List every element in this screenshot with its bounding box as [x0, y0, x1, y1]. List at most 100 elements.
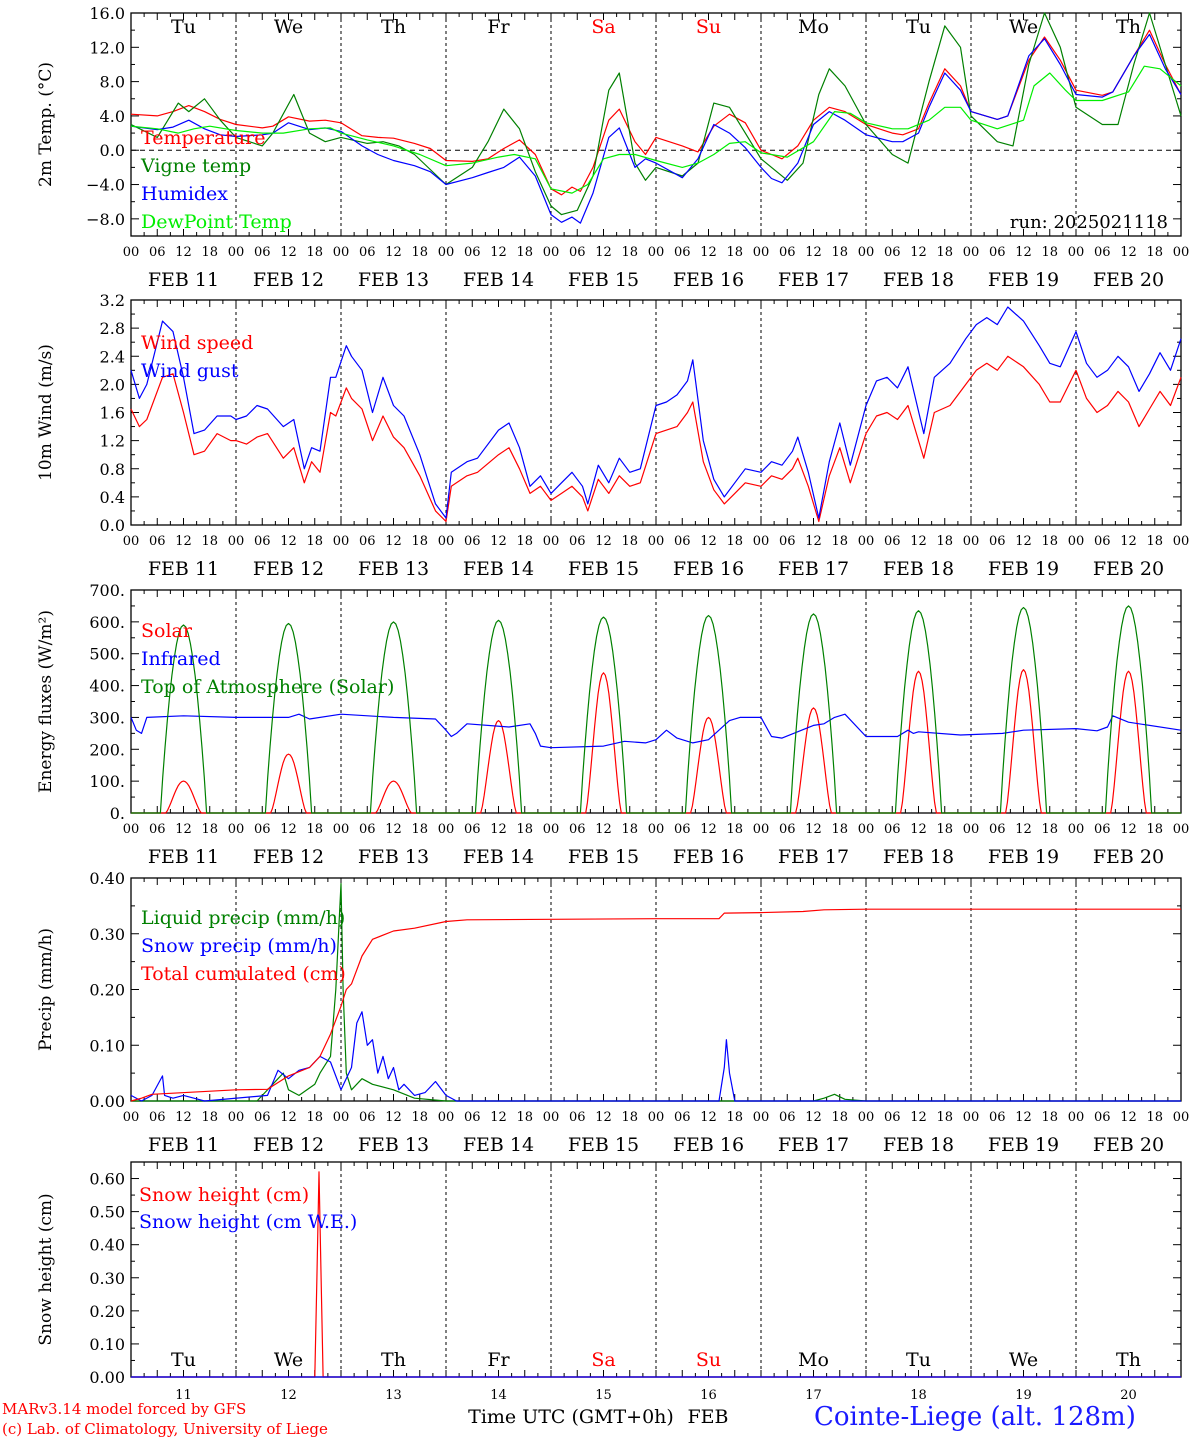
- hour-tick-label: 18: [411, 245, 428, 260]
- hour-tick-label: 18: [1146, 534, 1163, 549]
- date-label: FEB 11: [148, 558, 219, 580]
- y-tick-label: 0.8: [100, 460, 125, 479]
- hour-tick-label: 18: [726, 534, 743, 549]
- hour-tick-label: 18: [306, 1110, 323, 1125]
- hour-tick-label: 00: [1173, 822, 1190, 837]
- legend-entry: Solar: [141, 620, 193, 642]
- hour-tick-label: 12: [385, 245, 402, 260]
- date-label: FEB 11: [148, 1134, 219, 1156]
- hour-tick-label: 00: [333, 1110, 350, 1125]
- hour-tick-label: 18: [621, 245, 638, 260]
- hour-tick-label: 00: [963, 534, 980, 549]
- hour-tick-label: 06: [674, 822, 691, 837]
- hour-tick-label: 06: [569, 534, 586, 549]
- y-tick-label: 0.00: [89, 1368, 125, 1387]
- date-label: FEB 18: [883, 846, 954, 868]
- hour-tick-label: 00: [543, 822, 560, 837]
- y-tick-label: 0.0: [100, 516, 125, 535]
- y-tick-label: 600.: [89, 613, 125, 632]
- hour-tick-label: 18: [831, 534, 848, 549]
- hour-tick-label: 12: [175, 1110, 192, 1125]
- weekday-label: Su: [696, 16, 721, 38]
- date-label: FEB 20: [1093, 846, 1164, 868]
- hour-tick-label: 18: [1146, 245, 1163, 260]
- date-label: FEB 17: [778, 846, 849, 868]
- hour-tick-label: 06: [884, 822, 901, 837]
- y-tick-label: 300.: [89, 708, 125, 727]
- hour-tick-label: 12: [490, 534, 507, 549]
- hour-tick-label: 18: [726, 245, 743, 260]
- weekday-label: Fr: [487, 1349, 510, 1371]
- hour-tick-label: 06: [569, 822, 586, 837]
- run-label: run: 2025021118: [1010, 212, 1168, 233]
- hour-tick-label: 18: [726, 822, 743, 837]
- legend-entry: Liquid precip (mm/h): [141, 907, 345, 929]
- series-line: [130, 713, 1182, 749]
- hour-tick-label: 18: [516, 822, 533, 837]
- hour-tick-label: 00: [1173, 534, 1190, 549]
- hour-tick-label: 06: [149, 534, 166, 549]
- date-label: FEB 12: [253, 558, 324, 580]
- date-label: FEB 13: [358, 846, 429, 868]
- date-label: FEB 17: [778, 1134, 849, 1156]
- hour-tick-label: 00: [333, 245, 350, 260]
- hour-tick-label: 18: [306, 245, 323, 260]
- y-axis-label: Energy fluxes (W/m²): [36, 610, 56, 793]
- hour-tick-label: 12: [910, 1110, 927, 1125]
- hour-tick-label: 12: [805, 534, 822, 549]
- y-tick-label: 0.40: [89, 1236, 125, 1255]
- date-label: FEB 14: [463, 846, 534, 868]
- panel-snow: 0.60 0.50 0.40 0.30 0.20 0.10 0.00 Snow height …: [36, 1161, 1182, 1428]
- date-label: FEB 17: [778, 558, 849, 580]
- hour-tick-label: 12: [280, 1110, 297, 1125]
- hour-tick-label: 06: [254, 822, 271, 837]
- hour-tick-label: 00: [1068, 534, 1085, 549]
- legend-entry: Snow precip (mm/h): [141, 935, 337, 957]
- series-line: [131, 605, 1181, 814]
- date-label: FEB 15: [568, 1134, 639, 1156]
- series-line: [130, 1011, 1181, 1102]
- date-label: FEB 13: [358, 1134, 429, 1156]
- y-tick-label: 0.10: [89, 1036, 125, 1055]
- hour-tick-label: 12: [175, 245, 192, 260]
- legend-entry: Temperature: [141, 127, 265, 149]
- hour-tick-label: 18: [936, 245, 953, 260]
- hour-tick-label: 12: [280, 534, 297, 549]
- hour-tick-label: 18: [831, 822, 848, 837]
- hour-tick-label: 18: [1041, 534, 1058, 549]
- series-line: [130, 65, 1182, 194]
- hour-tick-label: 12: [805, 245, 822, 260]
- day-number-label: 12: [280, 1388, 297, 1403]
- y-tick-label: 8.0: [100, 73, 125, 92]
- hour-tick-label: 06: [464, 1110, 481, 1125]
- weekday-label: Th: [381, 16, 406, 38]
- y-tick-label: 1.2: [100, 432, 125, 451]
- hour-tick-label: 06: [1094, 245, 1111, 260]
- date-label: FEB 16: [673, 846, 744, 868]
- hour-tick-label: 00: [228, 245, 245, 260]
- hour-tick-label: 12: [910, 534, 927, 549]
- y-tick-label: 0.50: [89, 1203, 125, 1222]
- hour-tick-label: 00: [963, 245, 980, 260]
- hour-tick-label: 06: [989, 245, 1006, 260]
- hour-tick-label: 06: [989, 822, 1006, 837]
- hour-tick-label: 06: [359, 534, 376, 549]
- y-tick-label: 0.0: [100, 141, 125, 160]
- series-line: [130, 306, 1182, 519]
- hour-tick-label: 06: [149, 822, 166, 837]
- weekday-label: Sa: [591, 1349, 615, 1371]
- date-label: FEB 11: [148, 269, 219, 291]
- panel-precip: 0.40 0.30 0.20 0.10 0.00 Precip (mm/h) 00 06 12 1…: [36, 869, 1189, 1156]
- model-credit: MARv3.14 model forced by GFS: [2, 1400, 247, 1418]
- hour-tick-label: 06: [674, 245, 691, 260]
- hour-tick-label: 18: [936, 534, 953, 549]
- y-axis-label: 10m Wind (m/s): [36, 344, 56, 481]
- y-tick-label: 100.: [89, 772, 125, 791]
- hour-tick-label: 00: [438, 534, 455, 549]
- hour-tick-label: 12: [1015, 1110, 1032, 1125]
- hour-tick-label: 00: [228, 822, 245, 837]
- hour-tick-label: 18: [516, 534, 533, 549]
- legend-entry: Wind gust: [141, 360, 239, 382]
- hour-tick-label: 06: [989, 534, 1006, 549]
- date-label: FEB 16: [673, 558, 744, 580]
